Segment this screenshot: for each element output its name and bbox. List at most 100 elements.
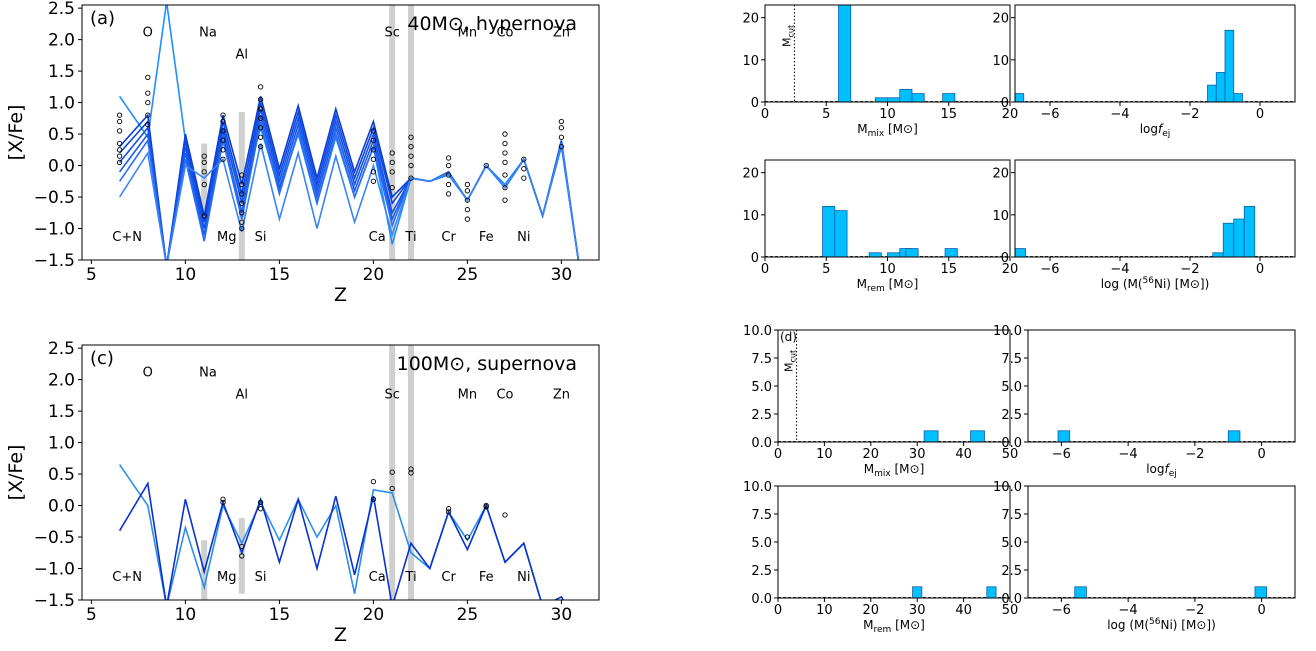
histogram-bar xyxy=(834,210,848,257)
histogram-bar xyxy=(899,88,913,102)
series-lines xyxy=(118,464,565,600)
data-point xyxy=(145,74,151,81)
chart-title: 100M⊙, supernova xyxy=(397,353,577,375)
x-tick-label: −2 xyxy=(1185,603,1204,618)
x-tick-label: 10 xyxy=(879,107,896,122)
data-point xyxy=(257,506,264,512)
data-point xyxy=(116,140,123,147)
panel-label: (a) xyxy=(90,8,115,29)
x-tick-label: 15 xyxy=(269,605,291,625)
grey-bar xyxy=(408,345,414,600)
label-part: log xyxy=(1146,462,1164,476)
element-label: O xyxy=(143,25,153,40)
data-point xyxy=(257,125,264,131)
data-point xyxy=(502,150,508,156)
x-tick-label: 50 xyxy=(1002,603,1019,618)
data-point xyxy=(239,543,245,550)
data-point xyxy=(370,478,377,485)
data-point xyxy=(464,534,471,540)
y-tick-label: 1.0 xyxy=(48,94,75,114)
element-label: Ti xyxy=(404,230,416,245)
data-point xyxy=(116,118,123,125)
label-part: mix xyxy=(868,129,885,139)
element-label: Co xyxy=(496,25,513,40)
x-tick-label: −6 xyxy=(1052,447,1071,462)
y-tick-label: −0.5 xyxy=(34,528,75,548)
x-tick-label: −6 xyxy=(1040,262,1059,277)
data-point xyxy=(239,210,245,216)
data-point xyxy=(116,112,123,118)
x-tick-label: −2 xyxy=(1185,447,1204,462)
histogram-bar xyxy=(923,430,939,442)
x-tick-label: 0 xyxy=(761,262,769,277)
element-label: C+N xyxy=(112,230,142,245)
label-part: [M⊙] xyxy=(891,462,925,476)
data-point xyxy=(502,159,508,166)
data-point xyxy=(389,169,395,175)
panel-label: (c) xyxy=(90,348,114,369)
data-point xyxy=(558,134,565,140)
x-tick-label: 0 xyxy=(1257,603,1265,618)
label-part: log (M( xyxy=(1107,618,1149,632)
data-point xyxy=(408,466,414,472)
data-point xyxy=(370,156,377,162)
data-point xyxy=(257,106,264,112)
y-tick-label: 7.5 xyxy=(1001,352,1022,367)
data-point xyxy=(257,144,264,150)
data-point xyxy=(220,112,226,118)
label-part: M xyxy=(863,618,873,632)
histogram-bar xyxy=(944,248,958,257)
x-tick-label: 30 xyxy=(909,447,926,462)
grey-bar xyxy=(201,143,208,216)
y-tick-label: 1.0 xyxy=(48,434,75,454)
y-tick-label: 5.0 xyxy=(751,380,772,395)
y-tick-label: −1.0 xyxy=(34,560,75,580)
x-tick-label: 15 xyxy=(269,265,291,285)
x-tick-label: 20 xyxy=(363,265,385,285)
label-part: rem xyxy=(873,625,891,635)
histogram-bar xyxy=(1233,218,1245,257)
histogram-bar xyxy=(905,248,919,257)
histogram-d2: −6 −4 −2 0 0.0 2.5 5.0 7.5 10.0 logfej xyxy=(993,324,1296,479)
data-point xyxy=(145,121,151,128)
data-point xyxy=(464,188,471,194)
data-point xyxy=(464,197,471,203)
x-tick-label: −6 xyxy=(1052,603,1071,618)
histogram-bar xyxy=(1212,252,1224,257)
element-label: Fe xyxy=(479,570,494,585)
label-part: Ni) [M⊙]) xyxy=(1161,618,1216,632)
element-label: Ca xyxy=(369,570,386,585)
x-tick-label: 15 xyxy=(940,107,957,122)
histogram-bar xyxy=(1015,248,1026,257)
series-line xyxy=(118,114,580,260)
y-tick-label: 10.0 xyxy=(743,324,772,339)
x-tick-label: 5 xyxy=(86,605,97,625)
plot-frame xyxy=(81,4,600,261)
label-part: f xyxy=(1165,462,1171,476)
data-point xyxy=(220,137,226,144)
x-tick-label: 30 xyxy=(909,603,926,618)
series-line xyxy=(119,102,580,260)
y-tick-label: 2.5 xyxy=(1001,408,1022,423)
label-part: log xyxy=(1140,122,1158,136)
x-tick-label: 20 xyxy=(1002,107,1019,122)
data-point xyxy=(445,172,452,178)
x-tick-label: 0 xyxy=(1256,107,1264,122)
element-label: Ni xyxy=(517,570,530,585)
grey-bar xyxy=(389,5,396,260)
bars xyxy=(822,205,958,257)
data-point xyxy=(220,147,226,153)
y-tick-label: 2.5 xyxy=(751,408,772,423)
y-tick-label: −1.5 xyxy=(34,251,75,271)
grey-bars xyxy=(201,5,414,260)
data-point xyxy=(389,485,395,492)
label-part: Ni) [M⊙]) xyxy=(1154,277,1209,291)
x-tick-label: 0 xyxy=(761,107,769,122)
x-tick-label: 25 xyxy=(457,265,479,285)
x-tick-label: 10 xyxy=(816,447,833,462)
histogram-d1: Mcut 0 10 20 30 40 50 0.0 2.5 5.0 7.5 10.0 Mmix [M⊙]… xyxy=(743,324,1018,479)
data-point xyxy=(445,191,452,197)
data-point xyxy=(370,137,377,144)
element-label: Co xyxy=(496,388,513,403)
label-part: ej xyxy=(1162,129,1170,139)
